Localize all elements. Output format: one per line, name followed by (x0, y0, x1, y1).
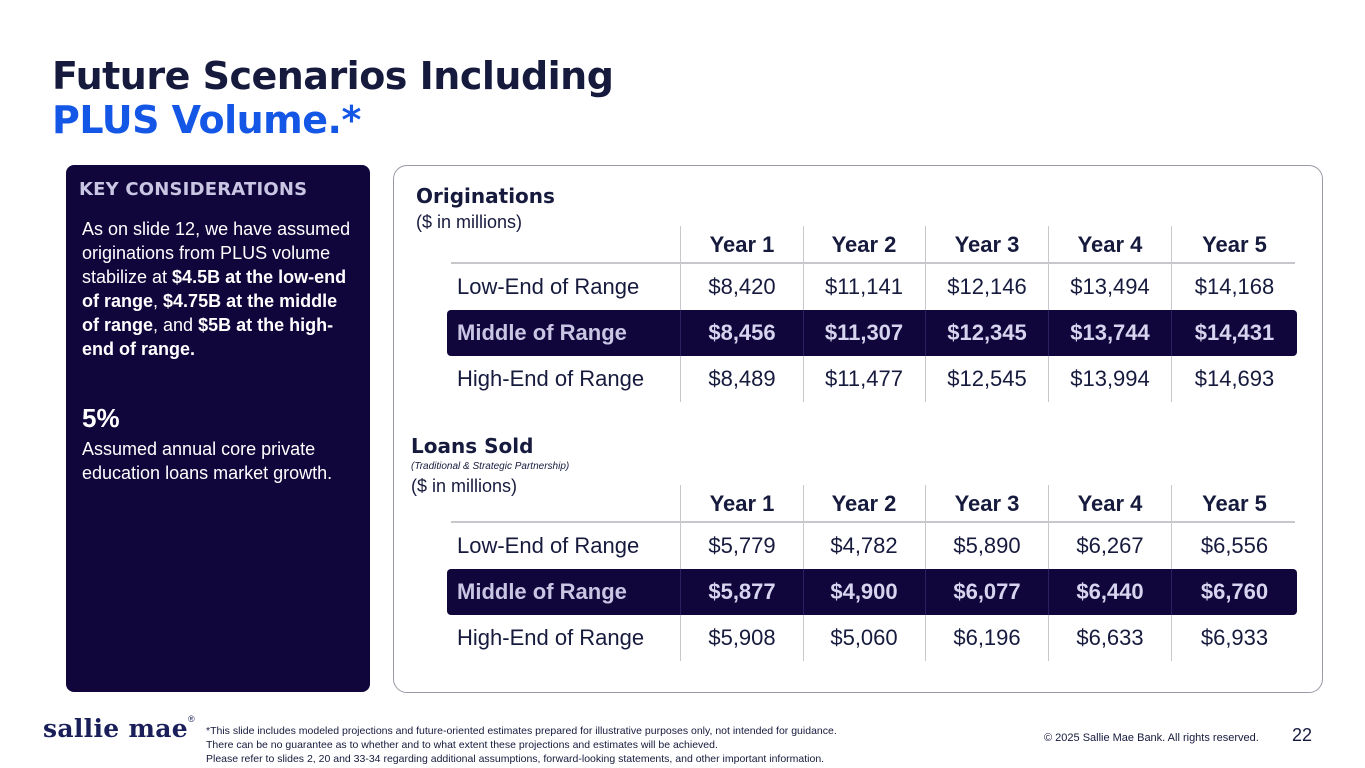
body-text-3: , and (153, 315, 199, 335)
column-header: Year 4 (1049, 226, 1172, 264)
table-cell: $6,933 (1200, 625, 1269, 650)
table-cell: $6,760 (1200, 579, 1269, 604)
table-cell: $8,456 (680, 310, 804, 356)
body-text-2: , (153, 291, 164, 311)
table-row-middle: Middle of Range $8,456 $11,307 $12,345 $… (447, 310, 1297, 356)
row-label: High-End of Range (457, 625, 645, 650)
table-cell: $13,994 (1049, 356, 1172, 402)
table-cell: $13,744 (1049, 310, 1172, 356)
slide-title: Future Scenarios Including PLUS Volume.* (52, 54, 614, 142)
table-cell: $6,267 (1049, 523, 1172, 569)
table-row-low-end: Low-End of Range $5,779 $4,782 $5,890 $6… (447, 523, 1297, 569)
body-text-1: As on slide 12, we have assumed originat… (82, 219, 351, 287)
table-cell: $5,779 (680, 523, 804, 569)
table-header-row: Year 1 Year 2 Year 3 Year 4 Year 5 (447, 226, 1297, 264)
table-row-low-end: Low-End of Range $8,420 $11,141 $12,146 … (447, 264, 1297, 310)
column-header: Year 4 (1049, 485, 1172, 523)
disclaimer-line: Please refer to slides 2, 20 and 33-34 r… (206, 753, 825, 765)
column-header: Year 1 (680, 226, 804, 264)
loans-sold-note: (Traditional & Strategic Partnership) (411, 461, 570, 472)
slide-title-line-1: Future Scenarios Including (52, 54, 614, 98)
table-cell: $12,545 (926, 356, 1049, 402)
copyright-notice: © 2025 Sallie Mae Bank. All rights reser… (1044, 732, 1259, 744)
column-header: Year 2 (803, 226, 926, 264)
key-considerations-panel: KEY CONSIDERATIONS As on slide 12, we ha… (66, 165, 370, 692)
table-cell: $5,060 (803, 615, 926, 661)
table-cell: $5,890 (926, 523, 1049, 569)
table-row-middle: Middle of Range $5,877 $4,900 $6,077 $6,… (447, 569, 1297, 615)
table-cell: $13,494 (1049, 264, 1172, 310)
originations-title: Originations (416, 184, 555, 208)
table-cell: $6,440 (1049, 569, 1172, 615)
originations-subtitle: ($ in millions) (416, 212, 523, 232)
table-cell: $11,141 (803, 264, 926, 310)
row-label: High-End of Range (457, 366, 645, 391)
column-header: Year 1 (680, 485, 804, 523)
body-bold-2: $4.75B at the middle of range (82, 291, 338, 335)
page-number: 22 (1292, 725, 1313, 745)
column-header: Year 3 (926, 226, 1049, 264)
table-cell: $6,556 (1200, 533, 1269, 558)
table-cell: $6,633 (1049, 615, 1172, 661)
registered-mark: ® (187, 714, 195, 724)
column-header: Year 2 (803, 485, 926, 523)
table-row-high-end: High-End of Range $8,489 $11,477 $12,545… (447, 356, 1297, 402)
body-bold-1: $4.5B at the low-end of range (82, 267, 347, 311)
loans-sold-subtitle: ($ in millions) (411, 476, 518, 496)
growth-stat-value: 5% (82, 403, 120, 433)
table-cell: $5,908 (680, 615, 804, 661)
key-considerations-heading: KEY CONSIDERATIONS (79, 179, 308, 200)
table-cell: $12,146 (926, 264, 1049, 310)
table-cell: $14,431 (1194, 320, 1275, 345)
column-header: Year 5 (1202, 232, 1267, 257)
table-cell: $12,345 (926, 310, 1049, 356)
disclaimer-line: There can be no guarantee as to whether … (206, 739, 718, 751)
slide-title-line-2: PLUS Volume.* (52, 98, 361, 142)
growth-stat-text: Assumed annual core private education lo… (82, 439, 333, 483)
column-header: Year 5 (1202, 491, 1267, 516)
row-label: Middle of Range (457, 320, 627, 345)
key-considerations-body: As on slide 12, we have assumed originat… (82, 217, 354, 361)
table-cell: $11,307 (803, 310, 926, 356)
disclaimer-line: *This slide includes modeled projections… (206, 725, 837, 737)
table-cell: $14,693 (1194, 366, 1275, 391)
row-label: Middle of Range (457, 579, 627, 604)
sallie-mae-logo: sallie mae® (43, 714, 195, 743)
table-cell: $4,782 (803, 523, 926, 569)
table-cell: $5,877 (680, 569, 804, 615)
body-bold-3: $5B at the high-end of range. (82, 315, 334, 359)
table-cell: $8,489 (680, 356, 804, 402)
table-row-high-end: High-End of Range $5,908 $5,060 $6,196 $… (447, 615, 1297, 661)
row-label: Low-End of Range (457, 533, 640, 558)
table-cell: $6,077 (926, 569, 1049, 615)
row-label: Low-End of Range (457, 274, 640, 299)
logo-text: sallie mae (43, 714, 188, 743)
footer-disclaimer: *This slide includes modeled projections… (206, 724, 837, 766)
table-cell: $6,196 (926, 615, 1049, 661)
table-cell: $4,900 (803, 569, 926, 615)
loans-sold-title: Loans Sold (411, 434, 534, 458)
table-cell: $11,477 (803, 356, 926, 402)
table-cell: $8,420 (680, 264, 804, 310)
table-cell: $14,168 (1194, 274, 1275, 299)
column-header: Year 3 (926, 485, 1049, 523)
table-header-row: Year 1 Year 2 Year 3 Year 4 Year 5 (447, 485, 1297, 523)
